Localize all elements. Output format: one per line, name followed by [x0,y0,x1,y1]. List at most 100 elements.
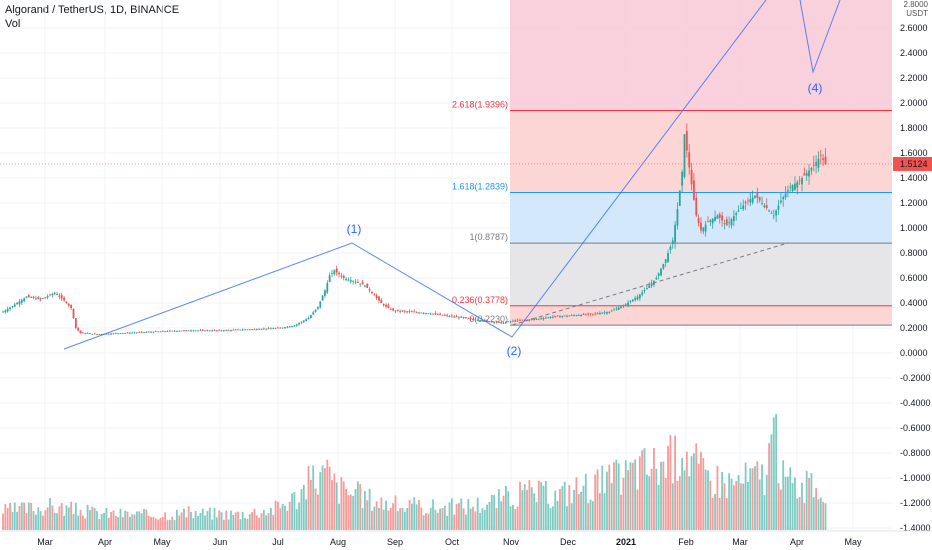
candle-body [18,301,21,305]
volume-bar [765,474,768,530]
candle-body [411,311,413,313]
volume-bar [16,511,18,530]
volume-bar [787,476,789,530]
candle-body [119,333,122,335]
volume-bar [190,511,192,530]
volume-bar [347,495,350,530]
price-tick-label: 2.2000 [900,73,928,83]
candle-body [359,283,362,285]
candle-body [662,263,665,269]
volume-bar [796,498,799,530]
volume-bar [387,510,390,530]
volume-bar [136,511,138,530]
volume-bar [13,502,16,530]
candle-body [533,319,535,320]
candle-body [277,327,279,329]
candle-body [777,205,780,210]
candle-body [643,290,646,291]
candle-body [422,312,425,314]
volume-bar [740,483,742,530]
volume-bar [460,498,463,530]
candle-body [77,328,80,331]
volume-bar [42,515,44,530]
candle-body [295,324,298,326]
candle-body [695,197,698,216]
volume-bar [749,468,752,530]
candle-body [657,273,660,276]
volume-bar [251,512,253,530]
volume-bar [556,501,559,530]
candle-body [497,321,500,323]
volume-bar [436,512,439,530]
candle-body [678,190,681,206]
last-price-marker: 1.5124 [0,156,932,171]
volume-bar [401,507,404,530]
volume-bar [321,465,324,530]
volume-bar [775,414,778,530]
volume-bar [521,490,524,530]
candle-body [185,330,188,331]
volume-bar [375,501,378,530]
volume-bar [46,507,49,530]
volume-bar [627,470,629,530]
volume-bar [669,435,672,530]
candle-body [812,164,815,166]
volume-bar [702,458,705,530]
volume-bar [657,484,660,530]
candle-body [512,320,514,322]
candle-body [105,333,108,335]
volume-bar [65,505,68,530]
candle-body [324,290,326,296]
volume-bar [465,514,467,530]
volume-bar [535,502,538,530]
candle-body [347,279,350,281]
volume-bar [110,512,112,530]
volume-bar [653,447,655,530]
candle-body [2,311,4,313]
volume-bar [514,509,517,530]
volume-bar [298,502,300,530]
candle-body [131,332,134,334]
volume-bar [145,509,148,530]
volume-bar [533,493,535,530]
volume-indicator-label[interactable]: Vol [5,18,21,30]
volume-bar [9,502,11,530]
volume-bar [201,508,204,530]
volume-bar [756,461,759,530]
volume-bar [392,503,394,530]
candle-body [469,317,472,319]
candle-body [500,321,503,323]
candle-body [559,316,561,318]
time-tick-label: Sep [387,537,403,547]
candle-body [239,329,242,331]
volume-bar [72,514,75,530]
volume-bar [223,519,225,530]
volume-bar [822,501,825,530]
candle-body [768,210,770,212]
volume-bar [716,465,719,530]
candle-body [253,329,256,330]
candle-body [65,301,68,303]
candle-body [446,314,449,316]
volume-bar [685,451,688,530]
volume-bar [270,507,272,530]
candle-body [262,328,265,330]
candle-body [596,313,599,315]
candle-body [140,331,143,333]
candle-body [582,313,585,315]
volume-bar [779,489,782,530]
candle-body [251,329,253,331]
candle-body [364,285,366,287]
candle-body [138,332,141,333]
candle-body [112,333,115,335]
volume-bar [91,506,94,530]
candle-body [32,296,35,298]
candle-body [681,171,684,186]
volume-bar [82,515,84,530]
candle-body [100,334,103,335]
volume-bar [70,501,73,530]
candle-body [502,322,505,324]
candle-body [566,315,568,317]
volume-bar [474,511,477,530]
